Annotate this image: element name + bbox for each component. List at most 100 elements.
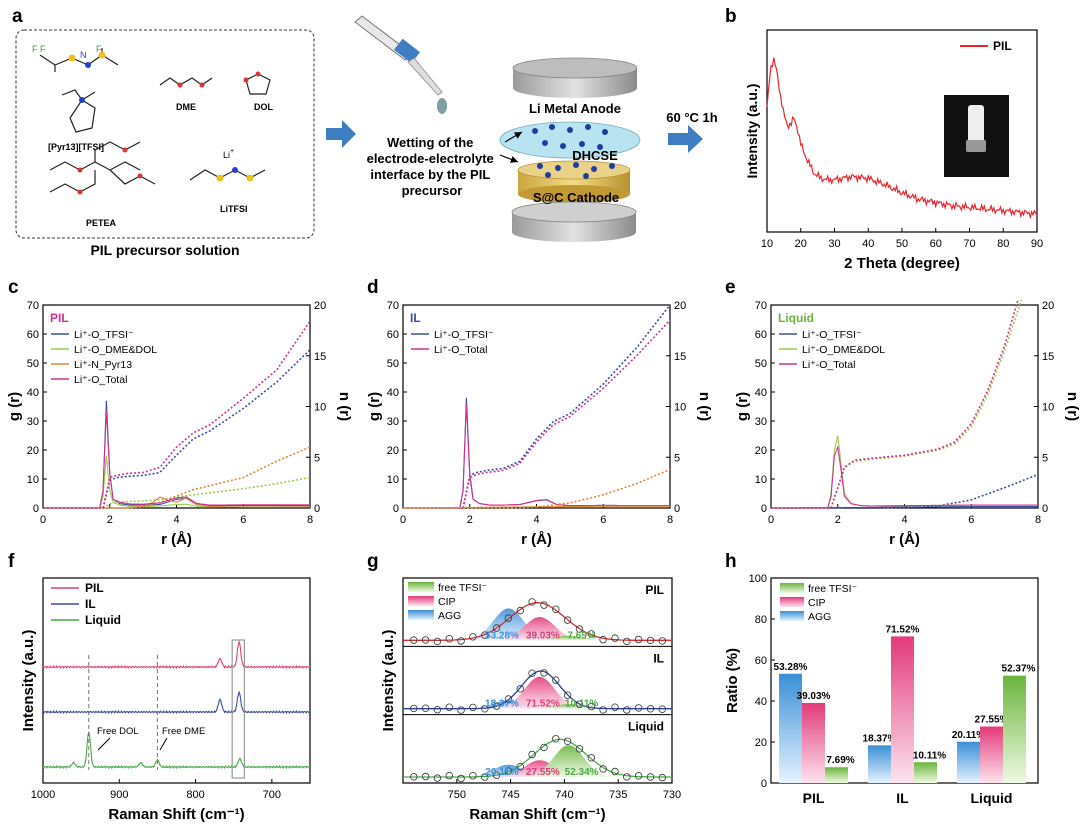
chart-h-ratio-bars: 0 20 40 60 80 100 Ratio (%) 53.28% 39.03% 7.69% PI…	[724, 573, 1039, 806]
sub-panel-title: Liquid	[628, 720, 664, 734]
x-tick-label: 40	[862, 238, 874, 250]
anode-label: Li Metal Anode	[529, 101, 621, 116]
series-line-g-3	[43, 409, 310, 509]
data-point	[492, 702, 501, 710]
pipette-icon	[354, 15, 447, 114]
data-point	[516, 606, 524, 615]
y-tick-label: 70	[755, 300, 767, 312]
y-tick-label: 50	[387, 358, 399, 370]
y2-tick-label: 10	[1042, 402, 1054, 414]
fluorine-atom-label: F F	[32, 44, 46, 54]
y2-tick-label: 20	[314, 300, 326, 312]
x-tick-label: 8	[667, 514, 673, 526]
litfsi-molecule	[189, 167, 266, 182]
x-tick-label: 2	[107, 514, 113, 526]
data-point	[575, 700, 584, 708]
legend-label: Li⁺-O_Total	[802, 359, 855, 371]
x-tick-label: 80	[997, 238, 1009, 250]
data-point	[469, 772, 477, 780]
legend-label: CIP	[438, 596, 456, 608]
petea-molecule	[49, 141, 156, 195]
legend-swatch	[780, 611, 804, 621]
sub-panel-title: IL	[653, 651, 664, 665]
data-point	[528, 750, 536, 759]
x-tick-label: 730	[663, 789, 681, 801]
data-point	[623, 773, 631, 781]
y2-tick-label: 5	[1042, 452, 1048, 464]
data-point	[634, 772, 643, 780]
legend-label: Li⁺-O_Total	[434, 344, 487, 356]
dme-label: DME	[176, 102, 196, 112]
percentage-label: 7.69%	[567, 630, 595, 641]
y2-tick-label: 15	[314, 351, 326, 363]
chart-e-rdf-liquid: 0 10 20 30 40 50 60 70 0 5 10 15 20 0 2 4 6 8 r (Å) g (r) n …	[734, 299, 1080, 548]
chart-c-rdf-pil: 0 10 20 30 40 50 60 70 0 5 10 15 20 0 2 4 6 8 r (Å) g (r) n …	[6, 300, 353, 548]
right-arrow-icon	[326, 120, 356, 148]
percentage-label: 52.34%	[565, 767, 599, 778]
annotation-free-dol: Free DOL	[97, 726, 139, 737]
y-tick-label: 40	[27, 387, 39, 399]
dol-molecule	[243, 71, 271, 95]
legend-label: Li⁺-O_TFSI⁻	[74, 329, 134, 341]
axis-frame	[402, 577, 673, 784]
y2-tick-label: 15	[1042, 351, 1054, 363]
panel-letter-d: d	[367, 277, 379, 298]
x-tick-label: 6	[240, 514, 246, 526]
x-tick-label: 8	[307, 514, 313, 526]
series-line-g-0	[403, 397, 670, 509]
legend-label: free TFSI⁻	[808, 583, 858, 595]
data-point	[540, 601, 548, 609]
series-line-pil	[766, 57, 1038, 220]
series-line-n-2	[771, 299, 1019, 509]
data-point	[623, 706, 631, 714]
x-tick-label: 740	[555, 789, 573, 801]
y2-tick-label: 5	[314, 452, 320, 464]
data-point	[611, 767, 619, 776]
y-tick-label: 70	[387, 300, 399, 312]
litfsi-label: LiTFSI	[220, 204, 248, 214]
legend-label: Li⁺-O_Total	[74, 374, 127, 386]
data-point	[504, 695, 513, 703]
x-tick-label: 735	[609, 789, 627, 801]
y-axis-label: g (r)	[734, 392, 751, 421]
x-tick-label: 2	[835, 514, 841, 526]
fit-component-CIP	[403, 617, 672, 641]
legend-swatch	[780, 597, 804, 607]
bar-freetfsi-liquid	[1003, 675, 1026, 783]
data-point	[540, 743, 548, 752]
percentage-label: 39.03%	[526, 630, 560, 641]
x-tick-label: 50	[896, 238, 908, 250]
data-point	[599, 765, 607, 773]
data-point	[433, 706, 442, 714]
data-point	[410, 773, 418, 781]
legend-swatch	[408, 596, 434, 606]
y-tick-label: 40	[755, 696, 767, 708]
x-tick-label: 4	[533, 514, 539, 526]
data-point	[646, 636, 655, 645]
data-point	[492, 771, 501, 779]
data-point	[563, 691, 572, 699]
y-tick-label: 100	[749, 573, 767, 585]
data-point	[528, 598, 536, 606]
y-tick-label: 10	[755, 474, 767, 486]
panel-letter-e: e	[725, 277, 736, 298]
x-tick-label: 800	[186, 789, 204, 801]
y2-tick-label: 0	[1042, 503, 1048, 515]
y-tick-label: 20	[755, 445, 767, 457]
x-tick-label: 2	[467, 514, 473, 526]
vial-icon	[966, 140, 986, 152]
y-axis-label: g (r)	[6, 392, 23, 421]
data-point	[658, 773, 666, 782]
chart-title: PIL	[50, 311, 69, 325]
data-point	[587, 754, 595, 762]
spectrum-il	[42, 690, 311, 715]
bar-cip-il	[891, 636, 914, 783]
category-label: PIL	[803, 790, 825, 806]
bar-value-label: 20.11%	[952, 730, 985, 741]
dol-label: DOL	[254, 102, 274, 112]
y-tick-label: 20	[387, 445, 399, 457]
x-tick-label: 4	[901, 514, 907, 526]
panel-letter-h: h	[725, 551, 737, 572]
y2-axis-label: n (r)	[696, 392, 713, 421]
annotation-arrow	[159, 737, 168, 751]
